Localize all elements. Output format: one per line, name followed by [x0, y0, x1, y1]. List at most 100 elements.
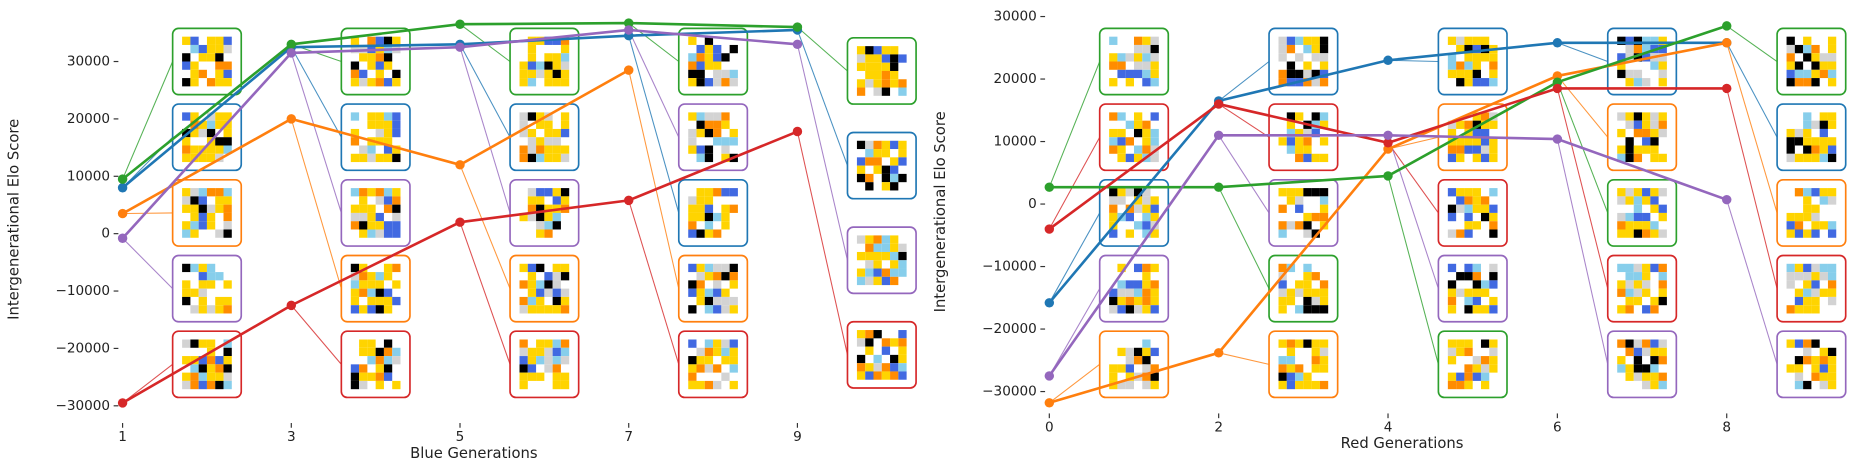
thumbnail-pixel	[1803, 69, 1812, 79]
point	[1213, 348, 1224, 358]
thumbnail-pixel	[206, 153, 216, 163]
thumbnail-pixel	[198, 296, 207, 306]
thumbnail-pixel	[527, 296, 537, 306]
thumbnail-pixel	[1456, 36, 1465, 45]
thumbnail-pixel	[552, 221, 561, 230]
thumbnail-pixel	[1642, 288, 1651, 297]
thumbnail-pixel	[1142, 53, 1151, 62]
thumbnail-pixel	[1480, 305, 1490, 314]
thumbnail-pixel	[1303, 78, 1312, 87]
thumbnail	[1268, 27, 1339, 96]
thumbnail-pixel	[383, 288, 393, 297]
thumbnail-pixel	[1625, 153, 1634, 163]
connector	[290, 305, 342, 365]
thumbnail-pixel	[1827, 188, 1837, 197]
thumbnail-pixel	[1447, 339, 1457, 348]
thumbnail-pixel	[1464, 61, 1473, 70]
thumbnail-pixel	[1658, 263, 1667, 273]
thumbnail-pixel	[223, 44, 232, 54]
thumbnail-pixel	[1286, 196, 1296, 205]
thumbnail-pixel	[1617, 153, 1626, 163]
thumbnail	[677, 178, 749, 247]
thumbnail-pixel	[383, 137, 393, 146]
thumbnail-pixel	[552, 296, 561, 306]
thumbnail-pixel	[383, 229, 393, 238]
thumbnail-pixel	[1489, 221, 1498, 230]
connector	[1218, 352, 1270, 365]
thumbnail-pixel	[1642, 305, 1651, 314]
thumbnail-pixel	[873, 235, 882, 244]
thumbnail-pixel	[190, 61, 199, 70]
thumbnail-pixel	[704, 272, 714, 281]
thumbnail-pixel	[190, 380, 199, 390]
thumbnail-pixel	[560, 196, 570, 205]
thumbnail-pixel	[1150, 288, 1159, 297]
thumbnail-pixel	[1803, 288, 1812, 297]
thumbnail-pixel	[1480, 112, 1490, 121]
thumbnail-pixel	[1278, 78, 1287, 87]
thumbnail-pixel	[1447, 296, 1457, 306]
thumbnail-pixel	[198, 212, 207, 222]
thumbnail-pixel	[1142, 36, 1151, 45]
thumbnail-pixel	[1109, 305, 1118, 314]
thumbnail-pixel	[1803, 339, 1812, 348]
thumbnail-pixel	[1278, 44, 1287, 54]
thumbnail	[171, 178, 243, 247]
thumbnail-pixel	[1142, 188, 1151, 197]
thumbnail-pixel	[375, 296, 384, 306]
thumbnail-pixel	[519, 296, 528, 306]
thumbnail-pixel	[1811, 305, 1820, 314]
thumbnail-pixel	[873, 268, 882, 277]
thumbnail	[1437, 254, 1508, 323]
thumbnail-pixel	[375, 196, 384, 205]
thumbnail-pixel	[1464, 372, 1473, 381]
thumbnail-pixel	[1633, 78, 1643, 87]
thumbnail-pixel	[1150, 280, 1159, 289]
thumbnail-pixel	[536, 356, 545, 365]
thumbnail-pixel	[359, 153, 368, 163]
thumbnail-pixel	[1286, 44, 1296, 54]
thumbnail-pixel	[881, 165, 891, 174]
thumbnail-pixel	[519, 128, 528, 138]
thumbnail-pixel	[1303, 380, 1312, 390]
thumbnail-pixel	[1447, 69, 1457, 79]
thumbnail-pixel	[367, 145, 376, 154]
thumbnail-pixel	[1819, 263, 1828, 273]
thumbnail-pixel	[721, 188, 730, 197]
thumbnail-pixel	[1311, 305, 1320, 314]
thumbnail-pixel	[383, 204, 393, 213]
thumbnail-pixel	[713, 347, 722, 357]
thumbnail-pixel	[1642, 137, 1651, 146]
thumbnail-pixel	[1464, 69, 1473, 79]
thumbnail-pixel	[1150, 69, 1159, 79]
thumbnail-pixel	[856, 268, 866, 277]
point	[1383, 55, 1393, 66]
thumbnail-pixel	[898, 260, 907, 269]
thumbnail-pixel	[1125, 78, 1134, 87]
thumbnail-pixel	[350, 380, 360, 390]
point	[117, 208, 128, 219]
thumbnail-pixel	[536, 280, 545, 289]
thumbnail	[1098, 27, 1170, 96]
x-tick-label: 6	[1553, 420, 1562, 436]
thumbnail-pixel	[1811, 61, 1820, 70]
thumbnail-pixel	[1786, 69, 1795, 79]
thumbnail-pixel	[1819, 69, 1828, 79]
thumbnail-pixel	[1319, 347, 1329, 357]
thumbnail-pixel	[1117, 280, 1126, 289]
thumbnail-pixel	[190, 196, 199, 205]
thumbnail-pixel	[1803, 188, 1812, 197]
thumbnail-pixel	[182, 380, 191, 390]
thumbnail-pixel	[206, 263, 216, 273]
thumbnail-pixel	[1819, 372, 1828, 381]
point	[1044, 371, 1055, 381]
thumbnail-pixel	[223, 356, 232, 365]
thumbnail-pixel	[383, 372, 393, 381]
thumbnail-pixel	[359, 204, 368, 213]
thumbnail-pixel	[1125, 347, 1134, 357]
thumbnail-pixel	[1658, 212, 1667, 222]
thumbnail-pixel	[223, 305, 232, 314]
thumbnail-pixel	[527, 61, 537, 70]
thumbnail-pixel	[1447, 153, 1457, 163]
point	[792, 126, 803, 137]
